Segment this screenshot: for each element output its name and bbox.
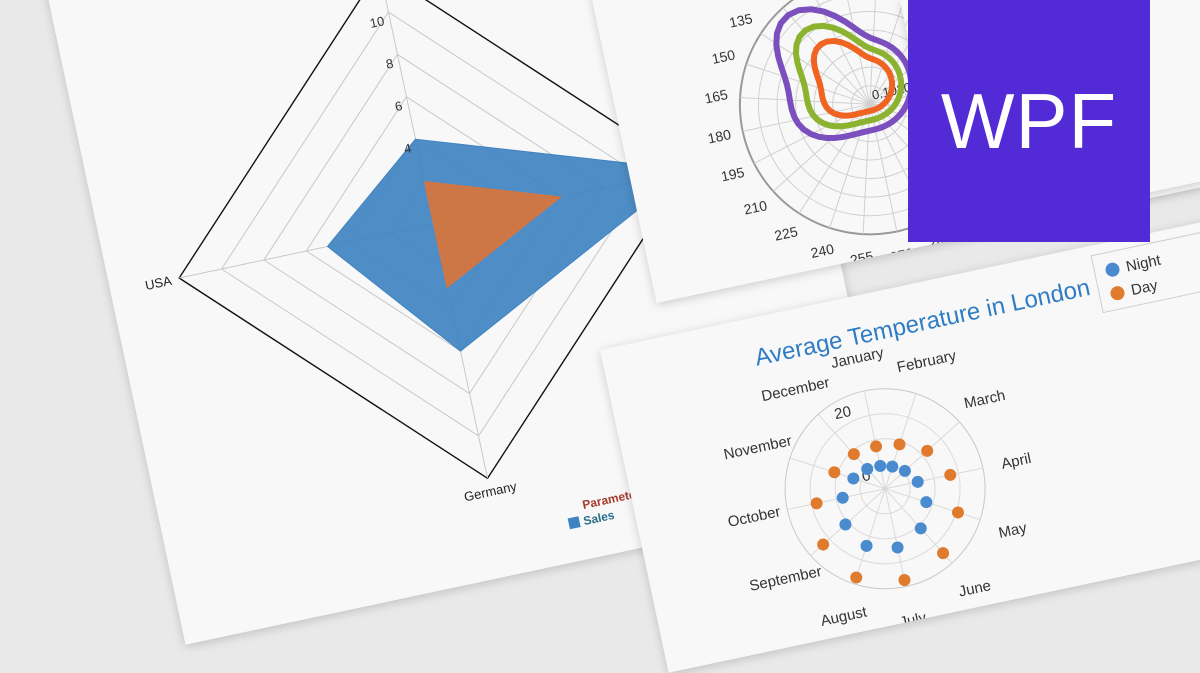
temp-month-label: June (957, 577, 992, 600)
temp-point-day (897, 573, 911, 587)
temp-month-label: December (760, 374, 831, 405)
polar-angle-label: 210 (742, 197, 768, 218)
temp-point-night (885, 459, 899, 473)
temp-point-day (869, 439, 883, 453)
temp-spoke (787, 489, 885, 510)
polar-angle-label: 180 (706, 126, 732, 147)
temp-point-night (890, 540, 904, 554)
temp-point-day (809, 496, 823, 510)
temp-spoke (885, 489, 906, 587)
polar-angle-label: 270 (889, 245, 915, 266)
temp-point-day (951, 505, 965, 519)
temp-month-label: September (748, 563, 823, 595)
temp-point-day (827, 465, 841, 479)
temp-month-label: March (963, 387, 1007, 412)
polar-angle-label: 195 (720, 164, 746, 185)
polar-angle-label: 240 (809, 240, 835, 261)
radar-tick-label: 8 (384, 56, 394, 72)
temp-month-label: October (726, 503, 782, 531)
temp-month-label: July (898, 609, 928, 631)
temp-point-night (911, 475, 925, 489)
temp-month-label: April (1000, 450, 1033, 473)
wpf-badge: WPF (908, 0, 1150, 242)
polar-angle-label: 150 (710, 46, 736, 67)
radar-tick-label: 6 (394, 98, 404, 114)
radar-legend-swatch (568, 516, 581, 529)
temp-month-label: November (722, 432, 793, 463)
polar-angle-label: 255 (849, 248, 875, 269)
wpf-badge-text: WPF (941, 76, 1117, 167)
polar-angle-label: 165 (703, 86, 729, 107)
temp-month-label: May (997, 519, 1029, 542)
temp-point-night (836, 491, 850, 505)
radar-category-label: Germany (463, 478, 519, 504)
temp-radial-tick: 20 (833, 403, 853, 423)
polar-angle-label: 135 (728, 10, 754, 31)
temp-point-day (943, 468, 957, 482)
radar-category-label: USA (144, 273, 174, 293)
temp-point-night (859, 539, 873, 553)
temp-point-night (873, 459, 887, 473)
temp-month-label: August (819, 603, 869, 630)
polar-angle-label: 225 (773, 223, 799, 244)
temp-month-label: February (895, 347, 958, 376)
temp-point-night (846, 471, 860, 485)
radar-tick-label: 10 (368, 13, 385, 31)
